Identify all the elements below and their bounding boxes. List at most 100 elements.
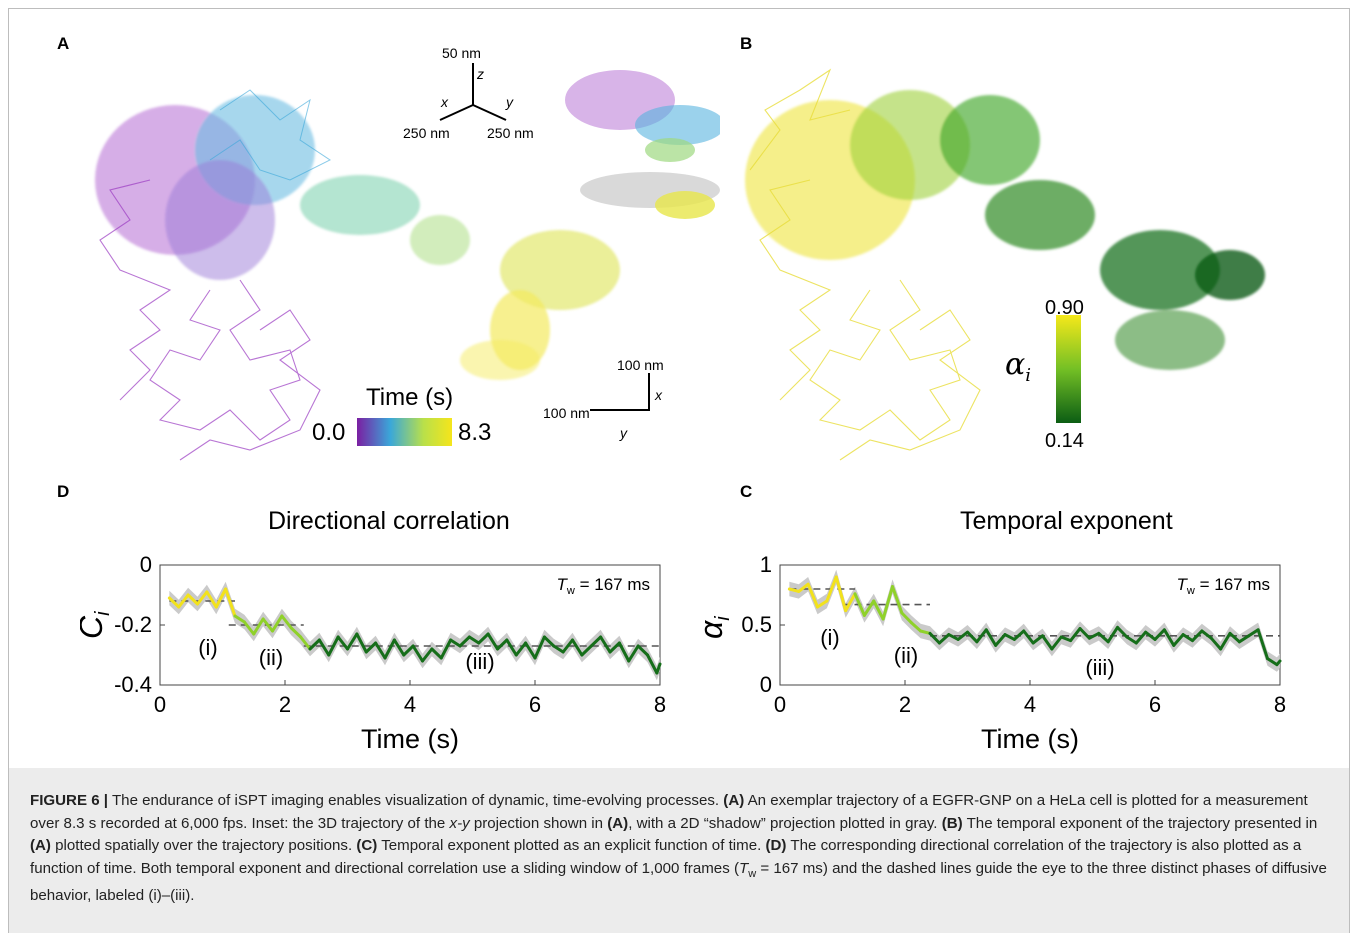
- caption-text: plotted spatially over the trajectory po…: [50, 837, 357, 854]
- series-segment: [806, 582, 819, 609]
- x-tick-label: 2: [279, 692, 291, 717]
- caption-text: projection shown in: [469, 814, 608, 832]
- series-segment: [299, 635, 312, 651]
- x-tick-label: 4: [1024, 692, 1036, 717]
- axis3d-z-length: 50 nm: [442, 45, 481, 61]
- phase-label: (ii): [894, 643, 918, 668]
- panel-label-d: D: [57, 482, 70, 501]
- panel-a-trajectory: [95, 63, 720, 461]
- caption-text: An exemplar trajectory of a EGFR-GNP on …: [30, 792, 1308, 832]
- axis3d-x-letter: x: [441, 94, 448, 110]
- series-segment: [533, 635, 546, 660]
- caption-text: x-y: [449, 814, 470, 832]
- series-segment: [233, 614, 246, 624]
- series-segment: [1097, 631, 1110, 644]
- series-segment: [186, 593, 199, 606]
- y-tick-label: 0: [760, 672, 772, 697]
- series-segment: [1191, 629, 1204, 643]
- series-segment: [1134, 630, 1148, 645]
- caption-text: w: [748, 867, 757, 880]
- series-segment: [975, 628, 988, 644]
- y-tick-label: -0.4: [114, 672, 152, 697]
- series-segment: [496, 638, 509, 651]
- time-colorbar-title: Time (s): [366, 384, 454, 411]
- caption-text: The endurance of iSPT imaging enables vi…: [108, 792, 724, 809]
- series-segment: [1172, 633, 1185, 647]
- phase-label: (i): [820, 625, 840, 650]
- x-axis-label: Time (s): [361, 724, 459, 754]
- x-tick-label: 6: [529, 692, 541, 717]
- window-annotation: Tw = 167 ms: [557, 575, 650, 597]
- series-segment: [937, 633, 951, 645]
- y-tick-label: -0.2: [114, 612, 152, 637]
- caption-text: T: [738, 859, 749, 877]
- window-annotation: Tw = 167 ms: [1177, 575, 1270, 597]
- caption-ref: (A): [30, 837, 51, 854]
- time-colorbar-min: 0.0: [312, 419, 346, 446]
- series-segment: [797, 582, 810, 593]
- caption-ref: (D): [765, 837, 787, 854]
- series-segment: [1153, 628, 1166, 641]
- x-tick-label: 0: [154, 692, 166, 717]
- caption-background: [9, 768, 1349, 933]
- x-tick-label: 8: [654, 692, 666, 717]
- series-segment: [919, 629, 932, 635]
- series-segment: [205, 590, 218, 609]
- series-segment: [458, 635, 471, 648]
- chart-d-title: Directional correlation: [268, 507, 510, 535]
- series-segment: [589, 635, 603, 648]
- series-segment: [853, 592, 866, 617]
- series-segment: [355, 632, 368, 654]
- y-axis-label: αi: [700, 616, 734, 639]
- series-segment: [655, 662, 662, 675]
- series-segment: [816, 599, 829, 609]
- series-segment: [561, 638, 574, 654]
- alpha-colorbar-label: αi: [1005, 347, 1031, 386]
- series-segment: [271, 614, 284, 633]
- series-segment: [891, 585, 904, 615]
- chart-directional-correlation: 0 2 4 6 8 0 -0.2 -0.4 Time (s) Ci (i) (ii) (iii) Tw =…: [80, 552, 666, 754]
- series-segment: [994, 633, 1007, 647]
- series-segment: [552, 644, 565, 654]
- time-colorbar-max: 8.3: [458, 419, 492, 446]
- axis3d-y-length: 250 nm: [487, 125, 534, 141]
- series-segment: [505, 638, 518, 657]
- series-segment: [486, 632, 499, 651]
- series-segment: [599, 635, 612, 654]
- series-segment: [1003, 633, 1016, 641]
- caption-text: Temporal exponent plotted as an explicit…: [377, 837, 766, 854]
- scalebar-vertical-axis: x: [655, 387, 662, 403]
- series-segment: [542, 635, 556, 648]
- series-segment: [909, 621, 923, 633]
- series-segment: [224, 587, 237, 618]
- series-segment: [430, 647, 443, 660]
- scalebar-vertical-length: 100 nm: [617, 357, 664, 373]
- series-segment: [1200, 629, 1213, 640]
- series-segment: [1266, 657, 1279, 667]
- alpha-colorbar-symbol: α: [1005, 347, 1026, 382]
- series-segment: [1012, 629, 1026, 641]
- panel-label-c: C: [740, 482, 753, 501]
- series-segment: [646, 653, 659, 675]
- phase-label: (i): [198, 635, 218, 660]
- series-segment: [317, 638, 331, 657]
- x-tick-label: 4: [404, 692, 416, 717]
- series-segment: [608, 641, 621, 654]
- x-tick-label: 8: [1274, 692, 1286, 717]
- caption-text: = 167 ms) and the dashed lines guide the…: [30, 859, 1327, 905]
- series-segment: [825, 575, 838, 603]
- series-segment: [467, 635, 481, 645]
- y-axis-label: Ci: [80, 611, 114, 639]
- chart-temporal-exponent: 0 2 4 6 8 1 0.5 0 Time (s) αi (i) (ii) (iii) Tw = 167…: [700, 552, 1286, 754]
- chart-c-title: Temporal exponent: [960, 507, 1173, 535]
- series-segment: [862, 599, 876, 617]
- series-segment: [966, 630, 979, 644]
- alpha-colorbar-subscript: i: [1025, 365, 1032, 386]
- series-segment: [524, 641, 537, 660]
- series-segment: [1237, 634, 1251, 644]
- y-tick-label: 1: [760, 552, 772, 577]
- series-segment: [1275, 659, 1282, 667]
- series-segment: [1041, 634, 1054, 651]
- series-segment: [214, 587, 228, 609]
- scalebar-horizontal-length: 100 nm: [543, 405, 590, 421]
